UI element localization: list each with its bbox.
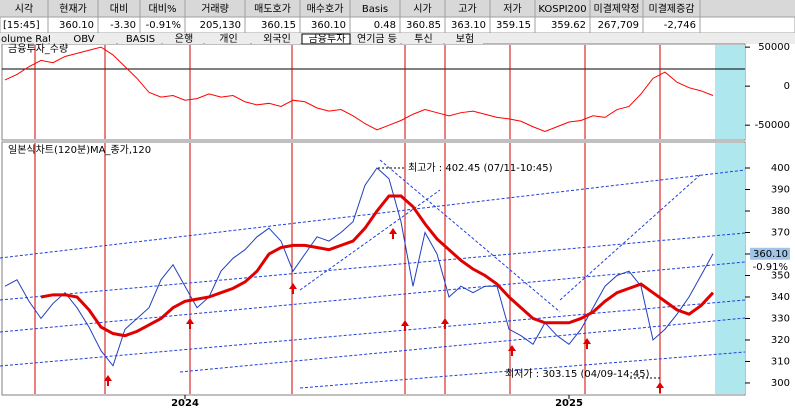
tab[interactable] [205, 34, 250, 44]
header-label: 미결제약정 [594, 3, 640, 15]
signal-arrow [508, 345, 516, 356]
tab-label[interactable]: BASIS [126, 34, 155, 45]
y-tick-label: 400 [771, 163, 790, 174]
tab-label[interactable]: 연기금 등 [357, 33, 397, 45]
tab[interactable] [301, 33, 351, 45]
tab-label[interactable]: 은행 [175, 33, 193, 45]
header-label: 매도호가 [254, 3, 291, 15]
future-area [715, 143, 745, 394]
header-value: 360.10 [311, 20, 346, 31]
header-label: 거래량 [201, 3, 229, 15]
header-value: [15:45] [3, 20, 40, 31]
future-area [715, 45, 745, 139]
lower-panel [1, 141, 746, 396]
header-value: 205,130 [200, 20, 241, 31]
header-value: 359.62 [551, 20, 586, 31]
header-label: 매수호가 [307, 3, 344, 15]
signal-arrow [289, 283, 297, 294]
trend-line [0, 169, 746, 259]
header-value: 360.15 [261, 20, 296, 31]
header-value: -2,746 [664, 20, 696, 31]
header-label: 고가 [458, 3, 476, 15]
header-value: 360.85 [406, 20, 441, 31]
trend-line [379, 159, 561, 313]
tab[interactable] [163, 34, 203, 44]
x-tick-label: 2025 [555, 398, 583, 409]
signal-arrow [186, 318, 194, 329]
price-box [750, 247, 790, 260]
header-value: -3.30 [110, 20, 136, 31]
y-tick-label: 0 [784, 81, 790, 92]
header-label: 시각 [15, 3, 33, 15]
tab-label[interactable]: 금융투자 [309, 33, 346, 45]
signal-arrow [104, 375, 112, 386]
annotation: 최고가 : 402.45 (07/11-10:45) [408, 162, 553, 174]
y-tick-label: 320 [771, 335, 790, 346]
trend-line [299, 351, 746, 389]
header-label: 시가 [413, 3, 431, 15]
header-value: -0.91% [146, 20, 181, 31]
y-tick-label: 340 [771, 292, 790, 303]
header-label: 미결제증감 [649, 3, 695, 15]
tab[interactable] [445, 34, 483, 44]
y-tick-label: 50000 [758, 42, 790, 53]
y-tick-label: 350 [771, 270, 790, 281]
header-label: 현재가 [59, 3, 87, 15]
header-value: 267,709 [598, 20, 639, 31]
tab[interactable] [118, 34, 161, 44]
signal-arrow [583, 338, 591, 349]
y-tick-label: 310 [771, 356, 790, 367]
upper-panel [1, 43, 746, 141]
tab-label[interactable]: OBV [73, 34, 94, 45]
x-tick-label: 2024 [171, 398, 199, 409]
header-value: 363.10 [451, 20, 486, 31]
tab-label[interactable]: olume Ratio [1, 34, 61, 45]
tab[interactable] [50, 34, 116, 44]
trend-line [179, 317, 746, 373]
y-tick-label: 370 [771, 227, 790, 238]
tab-label[interactable]: 투신 [414, 33, 432, 45]
header-row [0, 0, 795, 17]
y-tick-label: -50000 [755, 120, 790, 131]
signal-arrow [401, 320, 409, 331]
header-value: 0.48 [374, 20, 396, 31]
tab-label[interactable]: 개인 [219, 33, 237, 45]
tab[interactable] [402, 34, 443, 44]
y-tick-label: 390 [771, 184, 790, 195]
y-tick-label: 300 [771, 378, 790, 389]
y-tick-label: 330 [771, 313, 790, 324]
header-label: Basis [362, 4, 388, 15]
legend-entry: MA_종가,120 [90, 144, 151, 156]
signal-arrow [441, 318, 449, 329]
header-value: 359.15 [496, 20, 531, 31]
tab-label[interactable]: 보험 [456, 33, 474, 45]
header-label: 대비 [110, 3, 128, 15]
signal-arrow [389, 228, 397, 239]
header-label: KOSPI200 [538, 4, 586, 15]
header-value: 360.10 [59, 20, 94, 31]
price-label: 360.10 [753, 249, 788, 260]
header-label: 대비% [149, 3, 177, 15]
change-label: -0.91% [753, 262, 788, 273]
panel-title: 일본식차트(120분) [8, 144, 90, 156]
header-label: 저가 [503, 3, 521, 15]
tab-label[interactable]: 외국인 [263, 33, 291, 45]
trend-line [559, 174, 701, 301]
tab[interactable] [0, 34, 48, 44]
tab[interactable] [252, 34, 300, 44]
data-line [40, 194, 715, 338]
panel-title: 금융투자_수량 [8, 43, 68, 55]
tab[interactable] [352, 34, 400, 44]
annotation: 최저가 : 303.15 (04/09-14:45) [505, 368, 650, 380]
signal-arrow [656, 382, 664, 393]
y-tick-label: 380 [771, 206, 790, 217]
trend-line [299, 189, 441, 291]
data-line [4, 46, 714, 132]
